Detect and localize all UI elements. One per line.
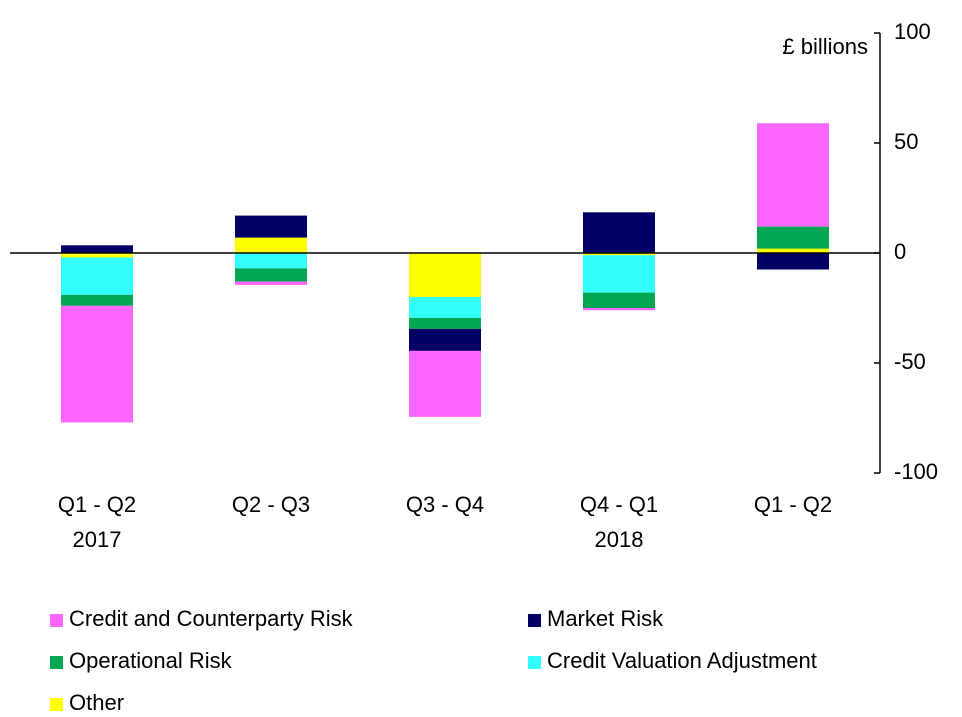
bar-segment — [61, 253, 133, 258]
legend-swatch — [528, 614, 541, 627]
bar-segment — [235, 253, 307, 269]
x-tick-label: Q1 - Q2 — [58, 492, 136, 517]
bar-segment — [61, 294, 133, 306]
bar-segment — [409, 328, 481, 351]
bar-segment — [409, 317, 481, 329]
bar-segment — [757, 253, 829, 270]
bar-segment — [409, 253, 481, 297]
y-tick-label: 0 — [894, 239, 906, 264]
y-tick-label: -50 — [894, 349, 926, 374]
legend-swatch — [50, 698, 63, 711]
legend-swatch — [528, 656, 541, 669]
legend-label: Other — [69, 690, 124, 715]
bar-segment — [235, 281, 307, 285]
bar-segment — [235, 237, 307, 253]
bar-segment — [583, 255, 655, 293]
x-tick-sublabel: 2017 — [73, 527, 122, 552]
bar-segment — [583, 308, 655, 311]
bar-segment — [61, 257, 133, 295]
x-tick-label: Q1 - Q2 — [754, 492, 832, 517]
legend-swatch — [50, 614, 63, 627]
y-tick-label: 50 — [894, 129, 918, 154]
bar-segment — [235, 268, 307, 282]
x-tick-label: Q4 - Q1 — [580, 492, 658, 517]
bar-segment — [61, 305, 133, 423]
legend-label: Credit Valuation Adjustment — [547, 648, 817, 673]
bar-segment — [757, 226, 829, 249]
bar-segment — [583, 212, 655, 253]
x-tick-sublabel: 2018 — [595, 527, 644, 552]
bar-segment — [409, 297, 481, 318]
legend-label: Operational Risk — [69, 648, 233, 673]
legend-label: Credit and Counterparty Risk — [69, 606, 354, 631]
x-tick-label: Q2 - Q3 — [232, 492, 310, 517]
x-tick-label: Q3 - Q4 — [406, 492, 484, 517]
legend-swatch — [50, 656, 63, 669]
bar-segment — [583, 292, 655, 308]
bar-segment — [583, 253, 655, 256]
bar-segment — [757, 123, 829, 227]
y-axis-label: £ billions — [782, 34, 868, 59]
bar-segment — [757, 248, 829, 253]
y-tick-label: -100 — [894, 459, 938, 484]
y-tick-label: 100 — [894, 19, 931, 44]
bar-segment — [235, 215, 307, 238]
legend-label: Market Risk — [547, 606, 664, 631]
bar-segment — [61, 245, 133, 253]
bar-segment — [409, 350, 481, 417]
